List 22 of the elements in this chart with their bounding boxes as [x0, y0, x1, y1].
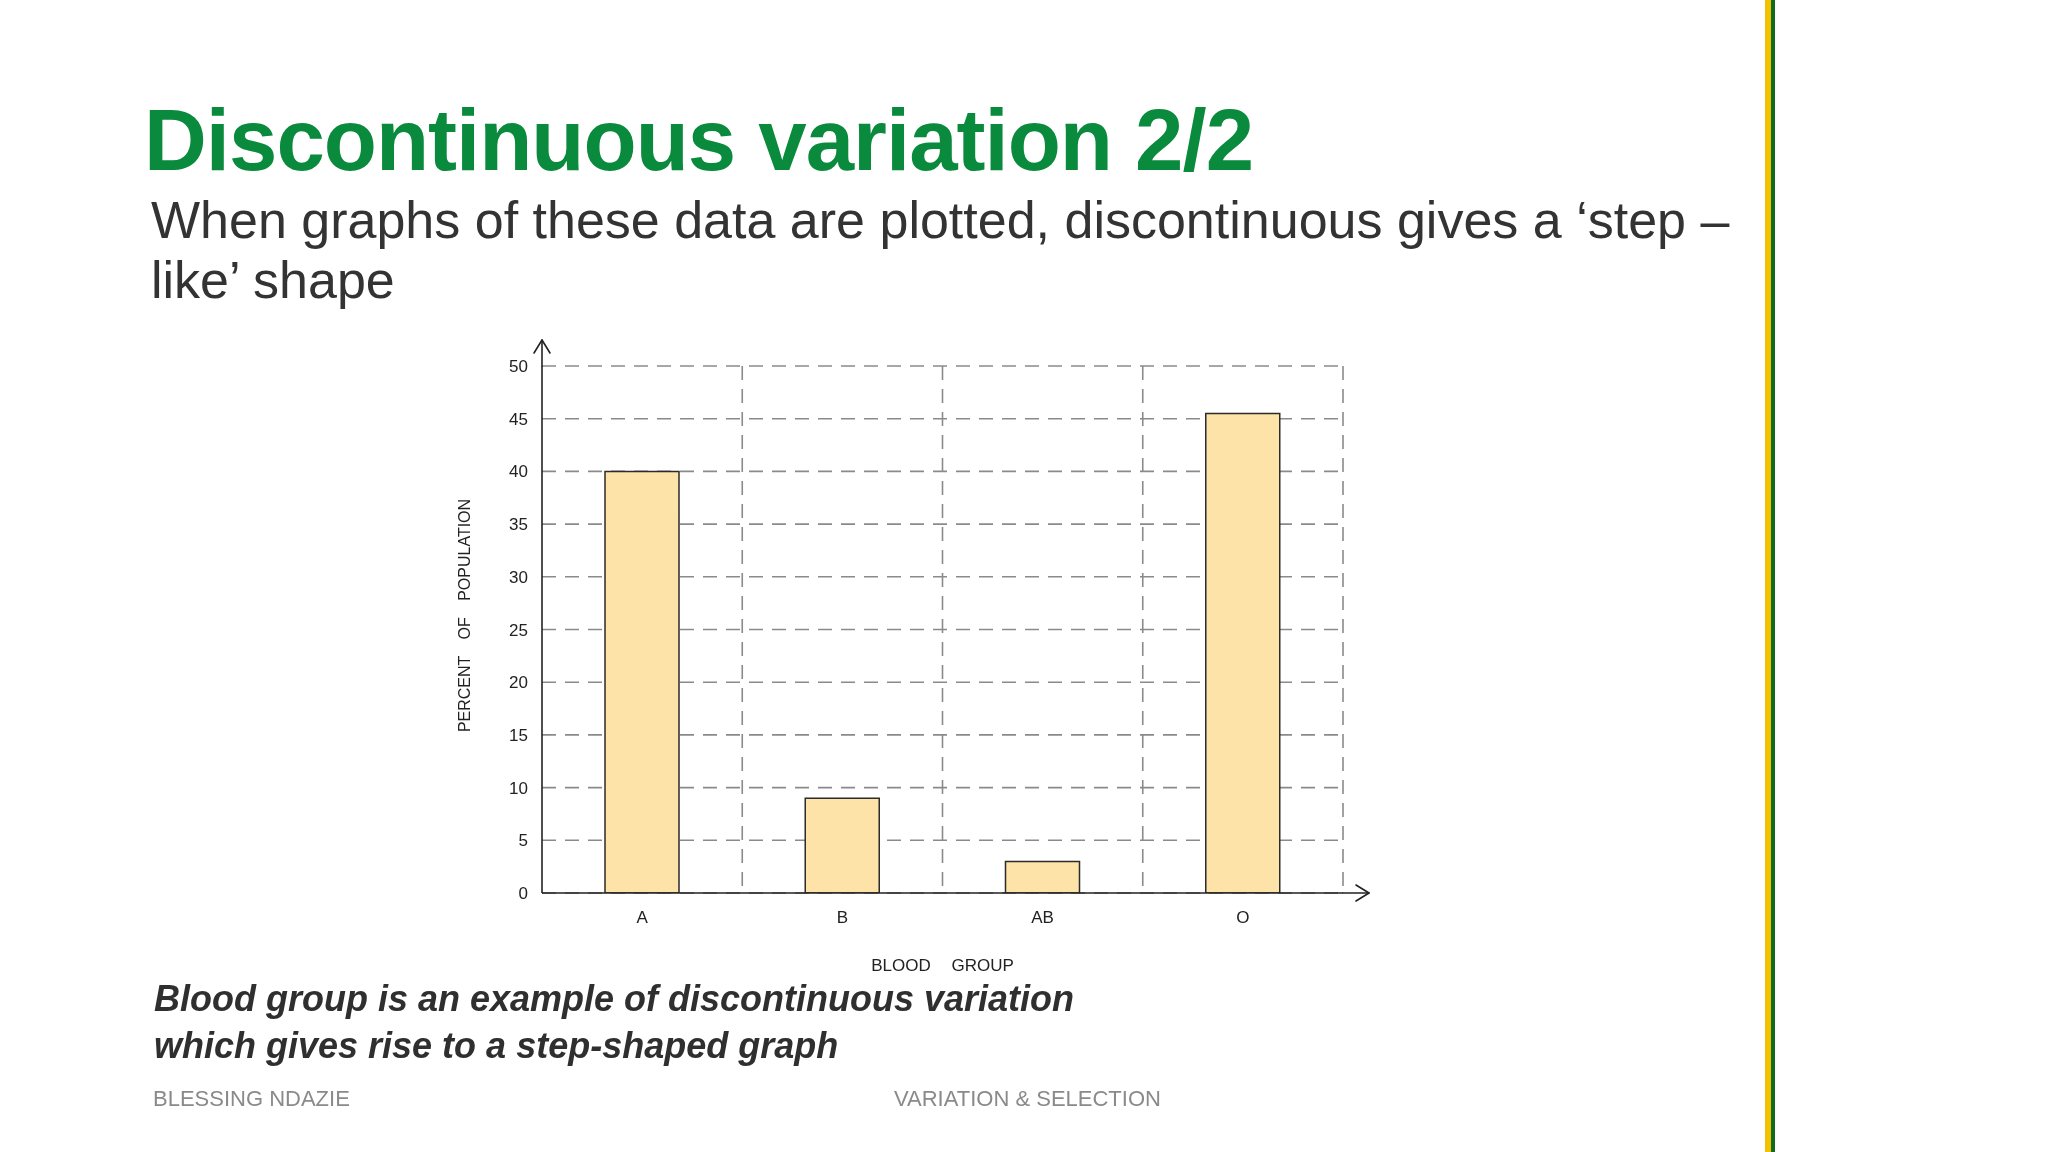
x-axis-title: BLOOD GROUP — [871, 956, 1014, 975]
y-tick-label: 15 — [509, 725, 528, 745]
y-tick-label: 25 — [509, 620, 528, 640]
y-tick-label: 20 — [509, 673, 528, 693]
y-tick-label: 30 — [509, 567, 528, 587]
y-tick-label: 0 — [518, 884, 528, 904]
chart-title: Discontinuous variation 2/2 — [144, 91, 1254, 188]
x-tick-label: A — [636, 908, 649, 928]
x-tick-label: AB — [1031, 908, 1054, 928]
text: BLESSING NDAZIE — [153, 1086, 350, 1111]
y-axis-title: PERCENT OF POPULATION — [455, 498, 473, 733]
y-tick-label: 45 — [509, 409, 528, 429]
x-tick-label: B — [836, 908, 849, 928]
y-tick-label: 40 — [509, 462, 528, 482]
text: VARIATION & SELECTION — [894, 1086, 1161, 1111]
y-tick-label: 35 — [509, 515, 528, 535]
chart-subtitle: When graphs of these data are plotted, discontinuous gives a ‘step – like’ shape — [151, 190, 1731, 310]
x-tick-label: O — [1236, 908, 1250, 928]
text: Blood group is an example of discontinuous variation which gives rise to a step-shaped graph — [154, 977, 1075, 1068]
y-tick-label: 10 — [509, 778, 528, 798]
y-tick-label: 5 — [518, 831, 528, 851]
y-tick-label: 50 — [509, 357, 528, 377]
